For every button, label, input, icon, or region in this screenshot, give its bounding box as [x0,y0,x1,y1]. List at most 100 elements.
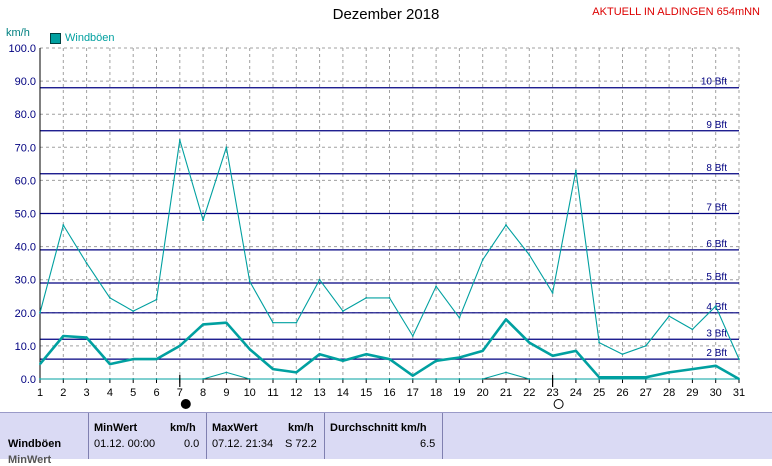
stats-divider [206,413,207,459]
x-tick-label: 15 [360,387,372,399]
avg-value: 6.5 [420,438,436,450]
data-point-average [85,336,88,339]
data-point-max [155,298,158,301]
legend-label: Windböen [65,32,115,44]
data-point-average [644,376,647,379]
x-tick-label: 30 [710,387,722,399]
data-point-max [178,139,181,141]
data-point-min [342,378,344,380]
x-tick-label: 17 [407,387,419,399]
y-tick-label: 70.0 [15,142,36,154]
data-point-max [668,315,670,318]
x-tick-label: 31 [733,387,745,399]
data-point-average [458,356,461,359]
beaufort-label: 3 Bft [706,328,727,339]
y-tick-label: 60.0 [15,175,36,187]
data-point-average [62,335,65,337]
beaufort-label: 7 Bft [706,203,727,214]
data-point-max [318,278,321,281]
data-point-max [295,321,298,324]
min-time: 01.12. 00:00 [94,438,156,450]
x-tick-label: 10 [244,387,256,399]
data-point-min [575,378,577,380]
data-point-max [272,321,274,324]
x-tick-label: 8 [200,387,206,399]
x-tick-label: 7 [177,387,183,399]
x-tick-label: 22 [523,387,535,399]
x-tick-label: 12 [290,387,302,399]
beaufort-label: 2 Bft [706,348,727,359]
wind-chart: 0.0 10.0 20.0 30.0 40.0 50.0 60.0 70.0 80.0 90.0 1… [8,43,745,409]
data-point-average [272,368,274,370]
x-tick-label: 23 [546,387,558,399]
data-point-min [225,371,228,374]
x-tick-label: 6 [153,387,159,399]
data-point-min [505,371,507,374]
data-point-max [109,297,111,299]
data-point-average [714,364,717,367]
max-header: MaxWert [212,422,258,434]
beaufort-label: 10 Bft [701,77,727,88]
data-point-max [691,328,694,331]
data-point-min [738,378,740,380]
y-tick-label: 30.0 [15,275,36,287]
max-unit-header: km/h [288,422,314,434]
y-tick-label: 50.0 [15,209,36,221]
data-point-min [621,378,624,380]
chart-title: Dezember 2018 [332,6,440,23]
x-tick-label: 28 [663,387,675,399]
data-point-max [388,297,391,299]
x-tick-label: 27 [640,387,652,399]
data-point-min [132,378,135,380]
data-point-average [178,345,181,347]
data-point-average [202,323,205,326]
data-point-average [621,376,624,379]
x-tick-label: 3 [84,387,90,399]
data-point-average [411,374,414,377]
moon-phase-new-icon [180,399,191,409]
stats-divider [324,413,325,459]
x-tick-label: 5 [130,387,136,399]
min-header: MinWert [94,422,138,434]
y-tick-label: 90.0 [15,76,36,88]
data-point-max [621,353,624,356]
stats-row-label: Windböen [8,438,62,450]
data-point-average [132,358,135,361]
data-point-min [318,378,321,380]
data-point-average [295,371,298,374]
data-point-average [225,321,228,324]
data-point-min [295,378,298,380]
data-point-max [365,297,368,299]
data-point-average [365,353,368,356]
x-tick-label: 16 [383,387,395,399]
stats-divider [442,413,443,459]
y-tick-label: 100.0 [8,43,36,55]
data-point-max [225,146,228,149]
data-point-average [505,318,507,321]
beaufort-label: 9 Bft [706,120,727,131]
avg-header: Durchschnitt km/h [330,422,427,434]
data-point-max [575,169,577,172]
y-tick-label: 10.0 [15,341,36,353]
data-point-max [132,310,135,313]
y-tick-label: 40.0 [15,242,36,254]
data-point-min [481,378,484,380]
data-point-min [365,378,368,380]
data-point-max [738,358,740,361]
x-tick-label: 24 [570,387,582,399]
data-point-min [411,378,414,380]
min-value: 0.0 [184,438,200,450]
stats-panel: Windböen MinWert MinWert km/h 01.12. 00:… [0,412,772,466]
beaufort-label: 5 Bft [706,272,727,283]
stats-row2-label: MinWert [8,454,52,466]
moon-phase-full-icon [553,399,564,409]
data-point-min [388,378,391,380]
x-tick-label: 4 [107,387,113,399]
data-point-min [62,378,65,380]
data-point-max [528,253,531,256]
data-point-average [575,349,577,352]
data-point-min [668,378,670,380]
data-point-max [39,311,41,314]
x-tick-label: 11 [267,387,278,399]
max-value: S 72.2 [285,438,317,450]
